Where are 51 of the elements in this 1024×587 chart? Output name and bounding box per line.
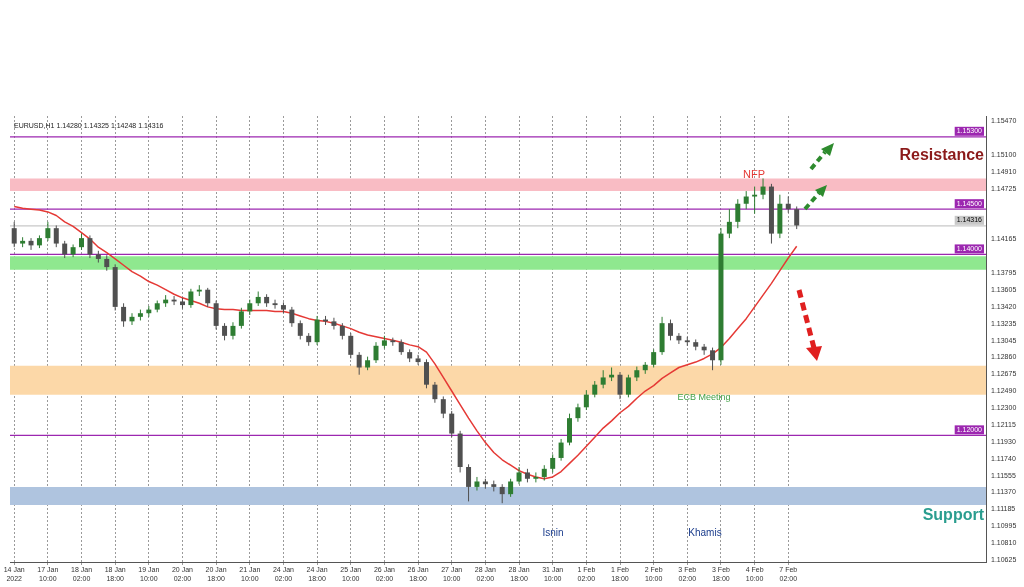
- candlestick: [331, 317, 337, 330]
- candlestick: [356, 351, 362, 376]
- candlestick: [423, 358, 429, 389]
- candlestick: [188, 288, 194, 309]
- candlestick: [205, 287, 211, 308]
- candlestick: [87, 234, 93, 259]
- annotation: ECB Meeting: [677, 392, 731, 403]
- candlestick: [440, 395, 446, 419]
- candlestick: [70, 243, 76, 258]
- candlestick: [617, 371, 623, 400]
- candlestick: [238, 307, 244, 330]
- candlestick: [272, 299, 278, 310]
- candlestick: [752, 186, 758, 215]
- candlestick: [53, 224, 59, 248]
- annotation: Resistance: [899, 146, 985, 164]
- annotation: Support: [922, 506, 985, 524]
- candlestick: [794, 205, 800, 230]
- candlestick: [760, 177, 766, 200]
- candlestick: [297, 319, 303, 340]
- candlestick: [710, 347, 716, 371]
- candlestick: [651, 348, 657, 368]
- candlestick: [600, 369, 606, 389]
- candlestick: [575, 403, 581, 423]
- annotation: Isnin: [542, 526, 564, 538]
- candlestick: [466, 463, 472, 502]
- candlestick: [516, 466, 522, 485]
- candlestick: [289, 306, 295, 328]
- candlestick: [743, 190, 749, 210]
- annotation: NFP: [743, 168, 765, 181]
- candlestick: [314, 315, 320, 346]
- candlestick: [550, 453, 556, 473]
- candlestick: [499, 483, 505, 504]
- candlestick: [726, 208, 732, 239]
- candlestick: [508, 478, 514, 498]
- candlestick: [45, 221, 51, 242]
- candlestick: [213, 300, 219, 330]
- candlestick: [558, 438, 564, 462]
- annotation: Khamis: [688, 526, 722, 538]
- candlestick: [11, 221, 17, 248]
- candlestick: [348, 332, 354, 359]
- candlestick: [583, 389, 589, 411]
- candlestick: [667, 319, 673, 341]
- candlestick: [449, 410, 455, 438]
- candlestick: [415, 354, 421, 366]
- candlestick: [121, 302, 127, 328]
- candlestick: [373, 341, 379, 364]
- candlestick: [432, 381, 438, 404]
- candlestick: [625, 374, 631, 398]
- candlestick: [474, 476, 480, 492]
- candlestick: [533, 471, 539, 483]
- candlestick: [735, 198, 741, 229]
